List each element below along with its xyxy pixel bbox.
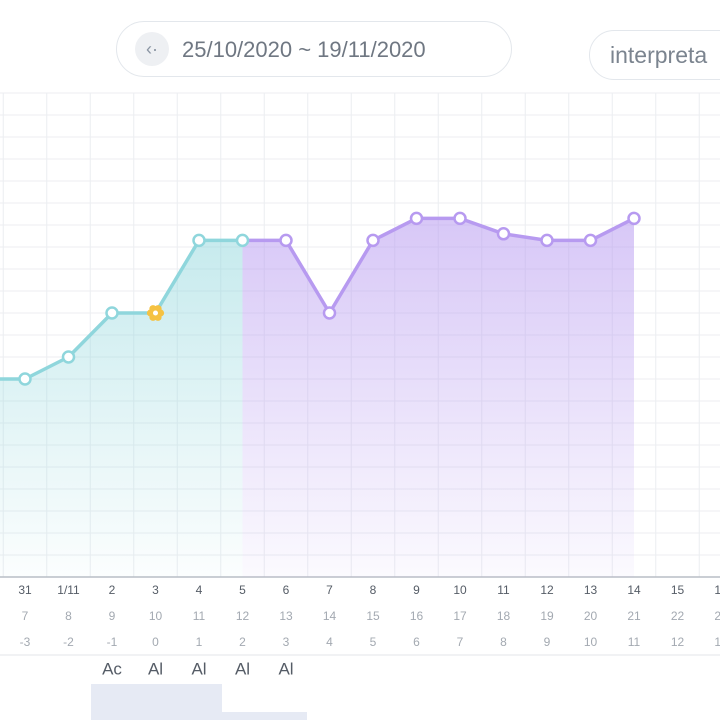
test-bar bbox=[91, 684, 222, 720]
point bbox=[453, 211, 467, 226]
point bbox=[627, 211, 641, 226]
date-label: 5 bbox=[239, 583, 246, 597]
test-bar bbox=[222, 712, 307, 720]
phase-day: 6 bbox=[413, 635, 420, 649]
petal bbox=[149, 305, 157, 313]
cycle-day: 10 bbox=[149, 609, 163, 623]
point bbox=[322, 306, 337, 320]
phase-day: 7 bbox=[457, 635, 464, 649]
point bbox=[409, 211, 424, 226]
cycle-day: 8 bbox=[65, 609, 72, 623]
phase-day: -2 bbox=[63, 635, 74, 649]
petal bbox=[154, 313, 162, 321]
point bbox=[105, 306, 119, 320]
cycle-day: 13 bbox=[279, 609, 293, 623]
point bbox=[235, 233, 250, 248]
point bbox=[279, 233, 293, 248]
test-label: Ac bbox=[102, 659, 122, 678]
phase-day: -3 bbox=[20, 635, 31, 649]
date-label: 11 bbox=[497, 583, 510, 597]
test-label: Al bbox=[191, 659, 206, 678]
point bbox=[192, 233, 206, 248]
point bbox=[18, 372, 32, 386]
date-label: 9 bbox=[413, 583, 420, 597]
test-label: Al bbox=[148, 659, 163, 678]
area bbox=[0, 240, 243, 577]
date-label: 3 bbox=[152, 583, 159, 597]
date-label: 10 bbox=[453, 583, 467, 597]
cycle-day: 9 bbox=[109, 609, 116, 623]
point bbox=[61, 350, 76, 364]
date-label: 4 bbox=[196, 583, 203, 597]
cycle-day: 16 bbox=[410, 609, 424, 623]
petal-center bbox=[153, 310, 158, 316]
back-button[interactable]: ‹· bbox=[135, 32, 169, 66]
date-label: 14 bbox=[627, 583, 641, 597]
date-label: 8 bbox=[370, 583, 377, 597]
cycle-day: 15 bbox=[366, 609, 380, 623]
cycle-day: 22 bbox=[671, 609, 685, 623]
date-label: 6 bbox=[283, 583, 290, 597]
cycle-day: 18 bbox=[497, 609, 511, 623]
phase-day: 0 bbox=[152, 635, 159, 649]
date-label: 12 bbox=[540, 583, 554, 597]
date-label: 31 bbox=[18, 583, 32, 597]
date-label: 15 bbox=[671, 583, 685, 597]
point bbox=[540, 233, 554, 248]
cycle-day: 21 bbox=[627, 609, 641, 623]
phase-day: 11 bbox=[628, 635, 641, 649]
cycle-day: 12 bbox=[236, 609, 250, 623]
phase-day: -1 bbox=[107, 635, 118, 649]
highlight-point bbox=[146, 305, 165, 321]
petal bbox=[154, 305, 162, 313]
cycle-day: 11 bbox=[193, 609, 206, 623]
phase-day: 2 bbox=[239, 635, 246, 649]
cycle-day: 23 bbox=[714, 609, 720, 623]
phase-day: 12 bbox=[671, 635, 685, 649]
date-range: 25/10/2020 ~ 19/11/2020 bbox=[182, 37, 426, 62]
test-label: Al bbox=[278, 659, 293, 678]
phase-day: 3 bbox=[283, 635, 290, 649]
date-label: 16 bbox=[714, 583, 720, 597]
phase-day: 13 bbox=[714, 635, 720, 649]
phase-day: 5 bbox=[370, 635, 377, 649]
line bbox=[242, 216, 635, 315]
point bbox=[496, 227, 511, 241]
point bbox=[366, 233, 380, 248]
phase-day: 1 bbox=[196, 635, 203, 649]
cycle-day: 14 bbox=[323, 609, 337, 623]
date-range-pill[interactable]: ‹· 25/10/2020 ~ 19/11/2020 bbox=[116, 21, 512, 77]
area bbox=[242, 218, 634, 577]
date-label: 1/11 bbox=[57, 583, 80, 597]
cycle-day: 20 bbox=[584, 609, 598, 623]
interpretation-button[interactable]: interpreta bbox=[589, 30, 720, 80]
button-label: interpreta bbox=[610, 42, 708, 68]
phase-day: 9 bbox=[544, 635, 551, 649]
date-label: 13 bbox=[584, 583, 598, 597]
cycle-day: 19 bbox=[540, 609, 554, 623]
date-label: 7 bbox=[326, 583, 333, 597]
phase-day: 8 bbox=[500, 635, 507, 649]
test-label: Al bbox=[235, 659, 250, 678]
phase-day: 4 bbox=[326, 635, 333, 649]
point bbox=[583, 233, 598, 248]
phase-day: 10 bbox=[584, 635, 598, 649]
date-label: 2 bbox=[109, 583, 116, 597]
cycle-day: 7 bbox=[22, 609, 29, 623]
cycle-day: 17 bbox=[453, 609, 467, 623]
